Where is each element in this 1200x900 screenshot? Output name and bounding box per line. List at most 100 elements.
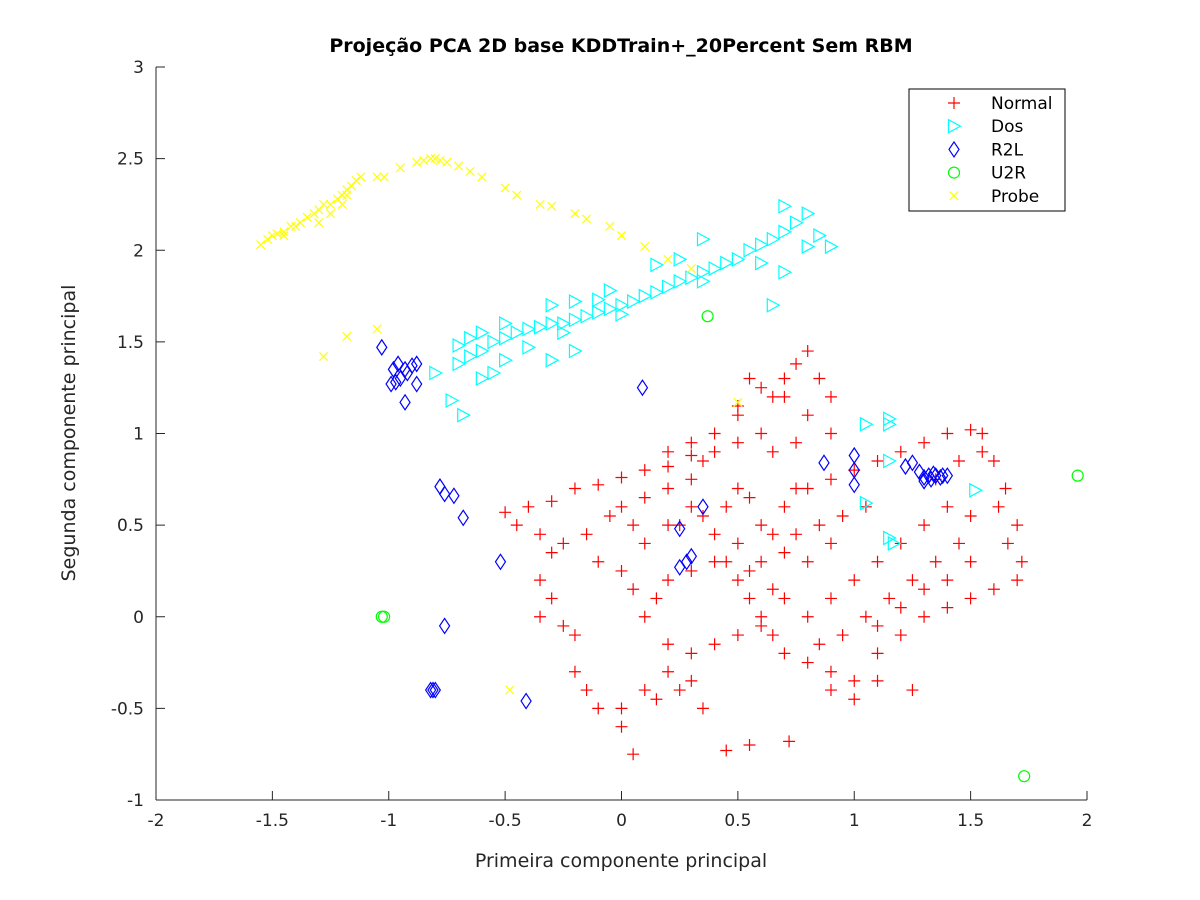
- data-point: [557, 325, 572, 341]
- data-point: [662, 445, 675, 458]
- data-point: [512, 190, 522, 200]
- x-tick-label: 0: [616, 811, 627, 831]
- data-point: [731, 482, 744, 495]
- data-point: [592, 305, 606, 321]
- series-r2l: [376, 338, 954, 710]
- data-point: [859, 495, 874, 511]
- data-point: [685, 674, 698, 687]
- data-point: [848, 693, 861, 706]
- data-point: [755, 427, 768, 440]
- data-point: [410, 375, 423, 393]
- data-point: [976, 445, 989, 458]
- data-point: [778, 546, 791, 559]
- data-point: [1015, 555, 1028, 568]
- data-point: [696, 509, 709, 522]
- data-point: [499, 330, 513, 346]
- data-point: [801, 656, 814, 669]
- data-point: [603, 301, 618, 317]
- data-point: [342, 331, 352, 342]
- data-point: [650, 257, 665, 273]
- series-dos: [429, 198, 984, 551]
- y-tick-label: -0.5: [111, 699, 144, 719]
- data-point: [987, 454, 1000, 467]
- data-point: [696, 231, 711, 247]
- data-point: [976, 427, 989, 440]
- data-point: [992, 500, 1005, 513]
- data-point: [615, 306, 630, 322]
- data-point: [615, 500, 628, 513]
- data-point: [999, 482, 1012, 495]
- x-tick-label: 1.5: [957, 811, 984, 831]
- series-u2r: [375, 310, 1084, 783]
- data-point: [686, 263, 696, 274]
- y-axis-label: Segunda componente principal: [58, 285, 80, 582]
- data-point: [638, 491, 651, 504]
- legend-marker-r2l: [948, 140, 960, 158]
- data-point: [424, 681, 437, 699]
- data-point: [426, 154, 436, 164]
- y-tick-label: 0: [133, 608, 144, 628]
- data-point: [627, 748, 640, 761]
- data-point: [662, 519, 675, 532]
- data-point: [464, 330, 478, 346]
- data-point: [401, 364, 414, 382]
- data-point: [824, 239, 839, 255]
- data-point: [438, 485, 451, 503]
- data-point: [778, 390, 791, 403]
- data-point: [545, 297, 560, 313]
- data-point: [662, 665, 675, 678]
- data-point: [731, 574, 744, 587]
- data-point: [731, 436, 744, 449]
- data-point: [267, 230, 277, 241]
- data-point: [1071, 469, 1084, 482]
- data-point: [894, 445, 907, 458]
- data-point: [918, 436, 931, 449]
- data-point: [813, 638, 826, 651]
- data-point: [392, 355, 404, 373]
- data-point: [662, 460, 675, 473]
- data-point: [859, 610, 872, 623]
- data-point: [733, 397, 743, 407]
- data-point: [545, 495, 558, 508]
- data-point: [522, 339, 537, 355]
- data-point: [581, 214, 592, 224]
- data-point: [813, 372, 826, 385]
- data-point: [964, 509, 977, 522]
- data-point: [801, 482, 814, 495]
- y-tick-label: 0.5: [117, 516, 144, 536]
- data-point: [801, 345, 814, 358]
- data-point: [499, 506, 512, 519]
- data-point: [918, 583, 931, 596]
- data-point: [603, 283, 618, 299]
- data-point: [568, 665, 581, 678]
- data-point: [557, 316, 572, 332]
- data-point: [696, 264, 711, 280]
- y-tick-label: 2: [133, 241, 144, 261]
- data-point: [708, 445, 721, 458]
- data-point: [429, 681, 442, 699]
- data-point: [627, 519, 640, 532]
- data-point: [351, 175, 361, 186]
- data-point: [547, 201, 557, 211]
- data-point: [755, 381, 768, 394]
- data-point: [818, 454, 830, 472]
- legend-box: [908, 88, 1066, 212]
- data-point: [636, 379, 649, 397]
- data-point: [766, 445, 779, 458]
- x-tick-label: -0.5: [489, 811, 522, 831]
- data-point: [987, 583, 1000, 596]
- data-point: [871, 619, 884, 632]
- data-point: [680, 553, 693, 571]
- data-point: [256, 240, 266, 250]
- legend-label-probe: Probe: [991, 187, 1039, 207]
- data-point: [941, 427, 954, 440]
- data-point: [952, 537, 965, 550]
- data-point: [790, 528, 803, 541]
- data-point: [708, 261, 723, 277]
- data-point: [697, 498, 709, 516]
- data-point: [570, 208, 580, 219]
- data-point: [337, 199, 347, 210]
- data-point: [743, 491, 756, 504]
- data-point: [410, 355, 423, 373]
- x-tick-label: 0.5: [724, 811, 751, 831]
